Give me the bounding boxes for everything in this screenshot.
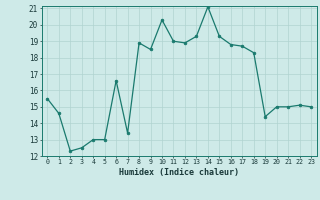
X-axis label: Humidex (Indice chaleur): Humidex (Indice chaleur) (119, 168, 239, 177)
